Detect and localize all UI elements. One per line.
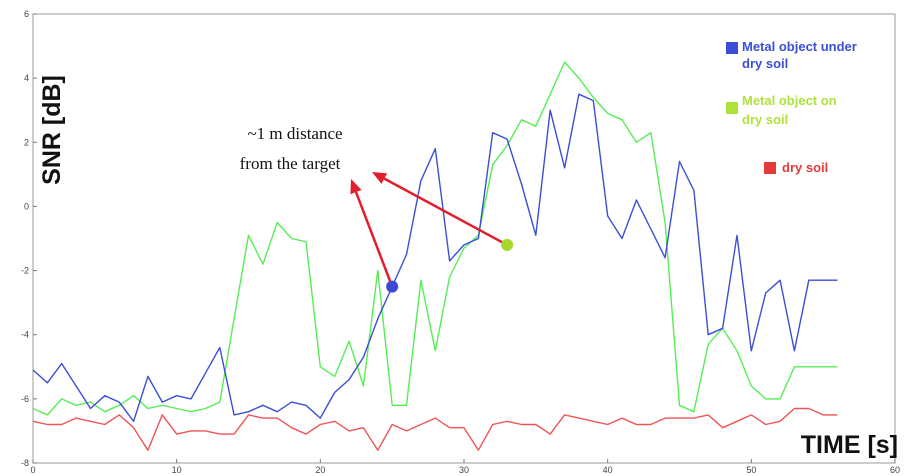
y-tick-label: 6 (24, 9, 29, 19)
y-tick-label: 4 (24, 73, 29, 83)
annotation-arrowhead-blue (350, 179, 362, 195)
series-line-on-dry-soil (32, 61, 838, 416)
x-tick-label: 10 (172, 465, 182, 475)
x-tick-label: 60 (890, 465, 900, 475)
legend-swatch-under-dry-soil (726, 42, 738, 54)
legend-label-on-dry-soil-2: dry soil (742, 112, 788, 127)
marker-green-point (501, 238, 514, 251)
annotation-arrowhead-green (372, 172, 388, 184)
x-tick-label: 20 (315, 465, 325, 475)
annotation-arrow-green (383, 177, 508, 247)
y-tick-label: -4 (21, 330, 29, 340)
y-tick-label: 2 (24, 137, 29, 147)
legend-label-under-dry-soil-2: dry soil (742, 56, 788, 71)
x-tick-label: 30 (459, 465, 469, 475)
legend-label-under-dry-soil-1: Metal object under (742, 39, 857, 54)
x-tick-label: 40 (603, 465, 613, 475)
x-tick-label: 50 (746, 465, 756, 475)
y-tick-label: 0 (24, 201, 29, 211)
legend-swatch-on-dry-soil (726, 102, 738, 114)
legend-swatch-dry-soil (764, 162, 776, 174)
legend-label-on-dry-soil-1: Metal object on (742, 93, 837, 108)
series-line-under-dry-soil (32, 93, 838, 422)
x-tick-label: 0 (30, 465, 35, 475)
marker-blue-point (386, 280, 399, 293)
annotation: ~1 m distance from the target (240, 124, 514, 293)
series-layer (32, 61, 838, 451)
legend-label-dry-soil: dry soil (782, 160, 828, 175)
y-tick-label: -2 (21, 266, 29, 276)
annotation-line-2: from the target (240, 154, 341, 173)
y-tick-label: -6 (21, 394, 29, 404)
series-line-dry-soil (32, 407, 838, 451)
annotation-arrow-blue (354, 191, 394, 288)
y-tick-label: -8 (21, 458, 29, 468)
legend: Metal object under dry soil Metal object… (726, 39, 857, 175)
x-axis-title: TIME [s] (801, 431, 898, 459)
annotation-line-1: ~1 m distance (247, 124, 342, 143)
y-axis-title: SNR [dB] (38, 75, 66, 185)
plot-area (32, 13, 896, 464)
